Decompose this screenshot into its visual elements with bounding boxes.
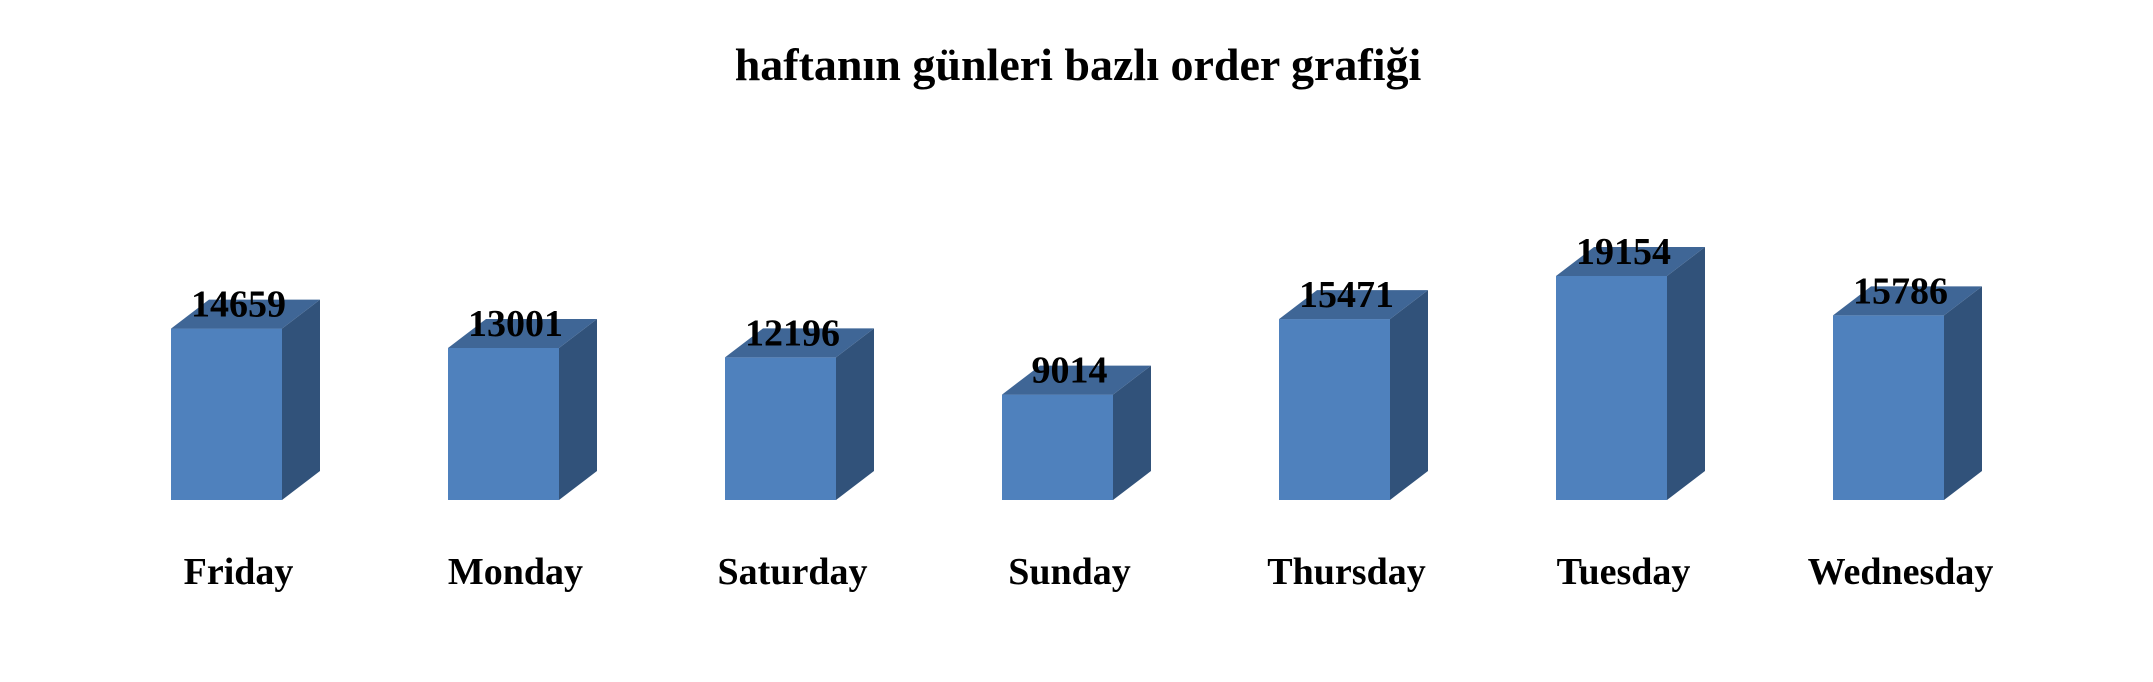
chart-title: haftanın günleri bazlı order grafiği: [735, 39, 1422, 90]
category-labels-layer: Friday Monday Saturday Sunday Thursday Tuesda…: [184, 551, 1994, 593]
bar-friday: [171, 299, 320, 500]
bar-side-face: [1667, 247, 1705, 500]
data-label-sunday: 9014: [1032, 350, 1108, 392]
bar-side-face: [1113, 365, 1151, 500]
data-label-saturday: 12196: [745, 312, 840, 354]
bar-top-face: [1002, 365, 1151, 395]
category-label-sunday: Sunday: [1008, 551, 1131, 593]
data-label-wednesday: 15786: [1853, 270, 1948, 312]
data-label-thursday: 15471: [1299, 274, 1394, 316]
category-label-saturday: Saturday: [718, 551, 868, 593]
bar-sunday: [1002, 365, 1151, 500]
bar-monday: [448, 318, 597, 500]
bar-side-face: [836, 328, 874, 500]
bar-tuesday: [1556, 247, 1705, 500]
bar-front-face: [1002, 394, 1113, 500]
bar-top-face: [725, 328, 874, 358]
data-label-monday: 13001: [468, 303, 563, 345]
data-label-tuesday: 19154: [1576, 231, 1671, 273]
category-label-wednesday: Wednesday: [1808, 551, 1994, 593]
category-label-friday: Friday: [184, 551, 294, 593]
bar-top-face: [448, 318, 597, 348]
bar-side-face: [1944, 286, 1982, 500]
bar-front-face: [1556, 276, 1667, 500]
bars-layer: [171, 247, 1982, 500]
bar-front-face: [1833, 315, 1944, 500]
bar-front-face: [171, 328, 282, 500]
bar-front-face: [725, 357, 836, 500]
bar-top-face: [1556, 247, 1705, 276]
bar-saturday: [725, 328, 874, 500]
category-label-thursday: Thursday: [1267, 551, 1425, 593]
bar-side-face: [282, 299, 320, 500]
bar-top-face: [171, 299, 320, 329]
bar-wednesday: [1833, 286, 1982, 500]
bar-side-face: [559, 318, 597, 500]
bar-top-face: [1279, 290, 1428, 320]
bar-side-face: [1390, 290, 1428, 500]
data-labels-layer: 14659 13001 12196 9014 15471 19154 15786: [191, 231, 1948, 392]
bar-thursday: [1279, 290, 1428, 500]
bar-front-face: [448, 347, 559, 500]
category-label-monday: Monday: [448, 551, 583, 593]
data-label-friday: 14659: [191, 284, 286, 326]
bar-front-face: [1279, 319, 1390, 500]
category-label-tuesday: Tuesday: [1557, 551, 1691, 593]
bar-top-face: [1833, 286, 1982, 316]
